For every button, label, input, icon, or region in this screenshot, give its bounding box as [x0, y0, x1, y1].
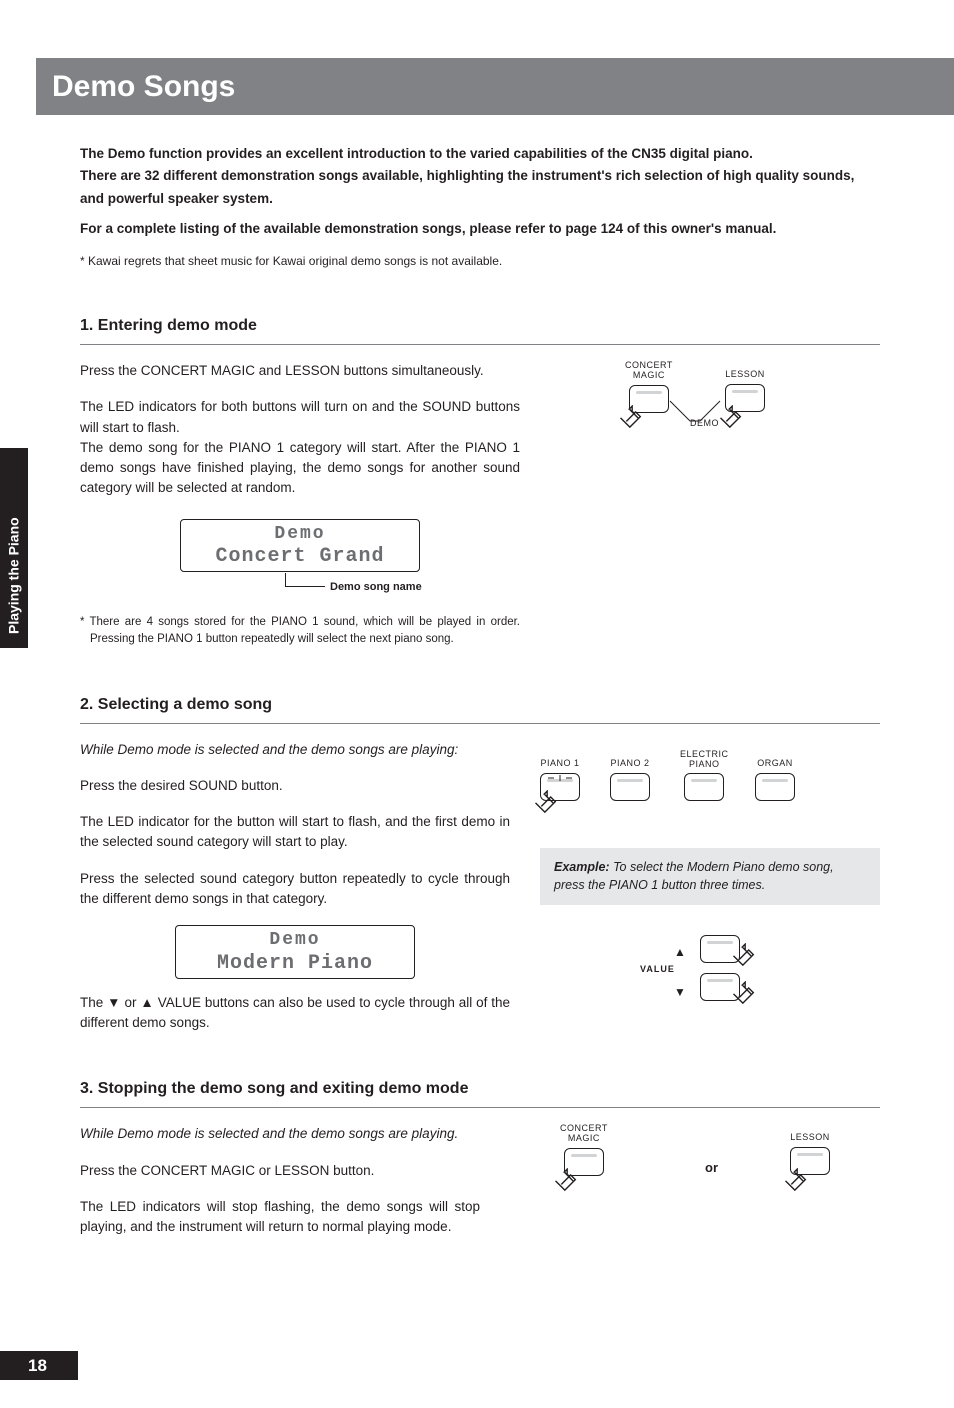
page-title-banner: Demo Songs	[36, 58, 954, 115]
sec2-heading: 2. Selecting a demo song	[80, 693, 880, 724]
sec1-illustration: CONCERT MAGIC LESSON DEMO	[595, 361, 835, 451]
demo-label: DEMO	[690, 417, 719, 431]
page-number: 18	[18, 1351, 78, 1381]
sec1-body1: Press the CONCERT MAGIC and LESSON butto…	[80, 361, 520, 381]
sec2-tail: The ▼ or ▲ VALUE buttons can also be use…	[80, 993, 510, 1034]
electric-piano-button	[684, 773, 724, 801]
sec3-lead: While Demo mode is selected and the demo…	[80, 1124, 480, 1144]
sec1-note: * There are 4 songs stored for the PIANO…	[80, 614, 520, 649]
concert-magic-label: CONCERT MAGIC	[625, 361, 673, 381]
lcd1-callout: Demo song name	[330, 579, 422, 596]
lcd1-line2: Concert Grand	[181, 545, 419, 569]
flash-icon	[546, 774, 574, 782]
lcd1-line1: Demo	[181, 524, 419, 546]
intro-p3: For a complete listing of the available …	[80, 218, 880, 240]
value-label: VALUE	[640, 963, 675, 977]
down-arrow-icon: ▼	[674, 983, 686, 1001]
piano1-label: PIANO 1	[540, 759, 579, 769]
sec2-illustration: PIANO 1 PIANO 2 ELECTRIC PIANO ORGAN	[540, 750, 880, 830]
or-text: or	[705, 1158, 718, 1178]
example-box: Example: To select the Modern Piano demo…	[540, 848, 880, 906]
sec2-b3: Press the selected sound category button…	[80, 869, 510, 910]
up-arrow-icon: ▲	[674, 943, 686, 961]
lcd2-line2: Modern Piano	[176, 952, 414, 976]
electric-piano-label: ELECTRIC PIANO	[680, 750, 729, 770]
side-tab: Playing the Piano	[0, 448, 28, 648]
sec2-lead: While Demo mode is selected and the demo…	[80, 740, 510, 760]
lesson-label: LESSON	[725, 370, 765, 380]
sec1-body3: The demo song for the PIANO 1 category w…	[80, 438, 520, 499]
sec3-b2: The LED indicators will stop flashing, t…	[80, 1197, 480, 1238]
hand-icon	[730, 981, 758, 1009]
sec3-b1: Press the CONCERT MAGIC or LESSON button…	[80, 1161, 480, 1181]
piano2-button	[610, 773, 650, 801]
organ-button	[755, 773, 795, 801]
concert-magic-label: CONCERT MAGIC	[560, 1124, 608, 1144]
lesson-label: LESSON	[790, 1133, 830, 1143]
sec3-heading: 3. Stopping the demo song and exiting de…	[80, 1077, 880, 1108]
hand-icon	[617, 405, 645, 433]
piano2-label: PIANO 2	[610, 759, 649, 769]
sec2-b1: Press the desired SOUND button.	[80, 776, 510, 796]
intro-footnote: * Kawai regrets that sheet music for Kaw…	[80, 252, 880, 270]
intro-p1: The Demo function provides an excellent …	[80, 143, 880, 165]
hand-icon	[782, 1168, 810, 1196]
organ-label: ORGAN	[757, 759, 793, 769]
sec3-illustration: CONCERT MAGIC or LESSON	[540, 1124, 880, 1204]
value-buttons-illustration: VALUE ▲ ▼	[640, 935, 780, 1015]
sec1-heading: 1. Entering demo mode	[80, 314, 880, 345]
sec2-b2: The LED indicator for the button will st…	[80, 812, 510, 853]
example-bold: Example:	[554, 860, 610, 874]
page-content: The Demo function provides an excellent …	[0, 115, 954, 1237]
hand-icon	[730, 943, 758, 971]
lcd-display-1: Demo Concert Grand Demo song name	[150, 519, 450, 573]
lcd-display-2: Demo Modern Piano	[175, 925, 415, 979]
sec1-body2: The LED indicators for both buttons will…	[80, 397, 520, 438]
intro-p2: There are 32 different demonstration son…	[80, 165, 880, 210]
hand-icon	[532, 790, 560, 818]
lcd2-line1: Demo	[176, 930, 414, 952]
hand-icon	[552, 1168, 580, 1196]
